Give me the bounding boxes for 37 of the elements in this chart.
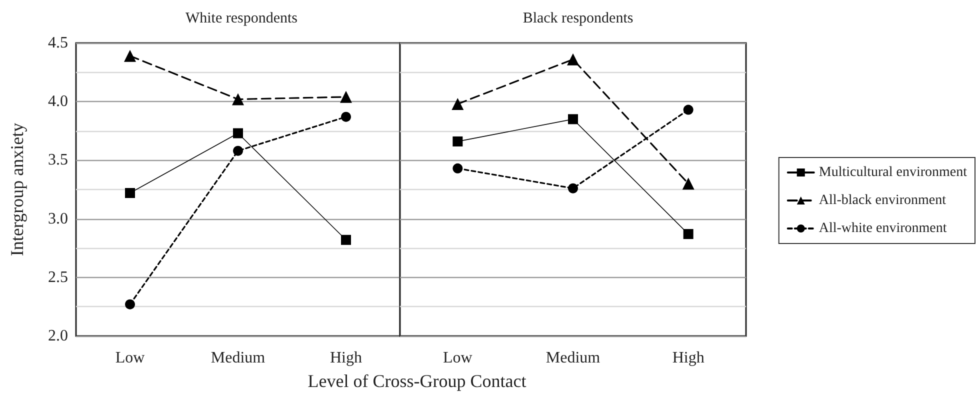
x-tick-label: High <box>330 350 362 366</box>
x-tick-label: Medium <box>546 350 601 366</box>
point <box>452 163 463 174</box>
legend-label: All-white environment <box>818 221 947 236</box>
point <box>341 234 351 245</box>
y-tick-label: 4.5 <box>48 34 68 52</box>
point <box>233 128 243 138</box>
point <box>124 50 136 62</box>
x-tick-label: Low <box>443 350 473 366</box>
point <box>125 188 135 198</box>
x-axis-title: Level of Cross-Group Contact <box>306 371 528 392</box>
y-axis-title: Intergroup anxiety <box>7 122 27 256</box>
point <box>567 53 579 66</box>
point <box>683 229 694 240</box>
point <box>682 178 694 190</box>
legend-label: Multicultural environment <box>818 165 968 180</box>
y-tick-label: 3.0 <box>48 210 68 228</box>
point <box>233 146 243 156</box>
legend-label: All-black environment <box>818 193 946 208</box>
chart-title: White respondents <box>185 10 298 26</box>
y-tick-label: 3.5 <box>48 152 68 169</box>
x-tick-label: High <box>672 350 704 366</box>
x-tick-label: Low <box>115 350 146 366</box>
point <box>452 136 463 146</box>
point <box>683 104 694 115</box>
point <box>452 98 464 110</box>
point <box>568 183 578 194</box>
y-tick-label: 2.5 <box>48 268 68 286</box>
point <box>341 112 351 122</box>
x-tick-label: Medium <box>210 350 266 366</box>
point <box>568 114 578 124</box>
point <box>232 93 244 106</box>
y-tick-label: 2.0 <box>48 328 68 344</box>
chart-title: Black respondents <box>522 10 634 26</box>
y-tick-label: 4.0 <box>48 93 68 110</box>
point <box>340 90 352 103</box>
point <box>125 299 135 310</box>
